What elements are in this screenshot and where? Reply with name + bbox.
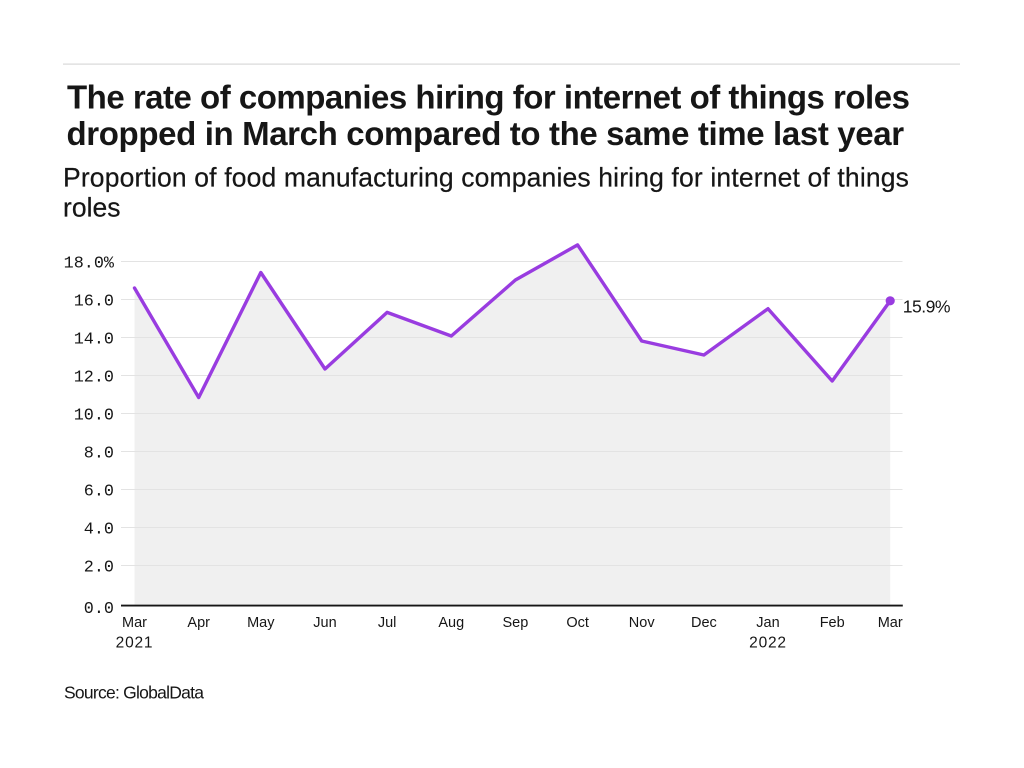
svg-text:15.9%: 15.9% xyxy=(903,297,951,317)
svg-text:10.0: 10.0 xyxy=(74,407,114,426)
svg-text:dropped in March compared to t: dropped in March compared to the same ti… xyxy=(67,115,905,152)
svg-text:4.0: 4.0 xyxy=(84,521,114,540)
svg-text:The rate of companies hiring f: The rate of companies hiring for interne… xyxy=(67,79,909,116)
svg-text:Jul: Jul xyxy=(378,615,397,631)
svg-text:Mar: Mar xyxy=(122,615,147,631)
svg-text:Proportion of food manufacturi: Proportion of food manufacturing compani… xyxy=(63,163,909,193)
svg-text:Dec: Dec xyxy=(691,615,717,631)
svg-text:6.0: 6.0 xyxy=(84,483,114,502)
svg-text:Oct: Oct xyxy=(566,615,589,631)
svg-text:Mar: Mar xyxy=(878,615,903,631)
svg-text:2022: 2022 xyxy=(749,634,787,651)
svg-text:May: May xyxy=(247,615,275,631)
svg-text:0.0: 0.0 xyxy=(84,600,114,619)
svg-text:8.0: 8.0 xyxy=(84,445,114,464)
svg-text:Aug: Aug xyxy=(438,615,464,631)
svg-text:Feb: Feb xyxy=(820,615,845,631)
svg-text:roles: roles xyxy=(63,193,120,223)
svg-text:Nov: Nov xyxy=(629,615,656,631)
svg-text:Jan: Jan xyxy=(756,615,779,631)
svg-text:14.0: 14.0 xyxy=(74,331,114,350)
svg-text:Jun: Jun xyxy=(313,615,336,631)
svg-text:Sep: Sep xyxy=(502,615,528,631)
svg-text:2.0: 2.0 xyxy=(84,559,114,578)
svg-text:16.0: 16.0 xyxy=(74,293,114,312)
svg-text:2021: 2021 xyxy=(116,634,154,651)
svg-text:12.0: 12.0 xyxy=(74,369,114,388)
svg-text:18.0%: 18.0% xyxy=(64,255,115,274)
svg-text:Apr: Apr xyxy=(187,615,210,631)
svg-text:Source: GlobalData: Source: GlobalData xyxy=(64,682,204,702)
